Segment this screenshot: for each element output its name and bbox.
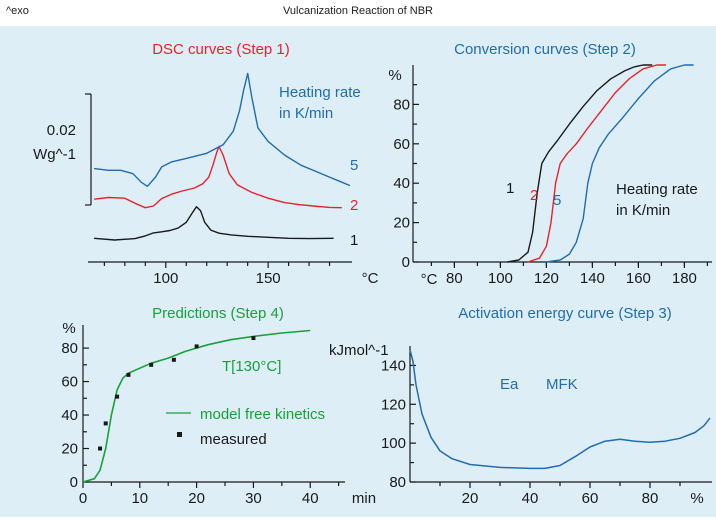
conv-y-tick-label: 80 xyxy=(393,96,410,113)
title-bar: ^exo Vulcanization Reaction of NBR xyxy=(0,0,716,22)
figure-title: Vulcanization Reaction of NBR xyxy=(282,5,433,17)
charts-canvas: DSC curves (Step 1)100 150 °C0.02Wg^-1Heat… xyxy=(33,41,712,507)
exo-label: ^exo xyxy=(6,5,29,17)
act-x-tick-label: 80 xyxy=(642,490,659,507)
dsc-x-label: °C xyxy=(362,270,379,287)
pred-measured-point xyxy=(171,357,176,362)
conv-series-5 xyxy=(546,64,694,263)
pred-y-tick-label: 80 xyxy=(61,340,78,357)
pred-model-curve xyxy=(82,329,311,483)
act-y-tick-label: 140 xyxy=(381,357,406,374)
pred-measured-point xyxy=(115,394,120,399)
conv-y-label: % xyxy=(388,67,401,84)
pred-x-label: min xyxy=(352,490,376,507)
dsc-x-tick-label: 100 xyxy=(153,270,178,287)
act-y-label: kJmol^-1 xyxy=(329,342,389,359)
conv-x-tick-label: 180 xyxy=(672,270,697,287)
dsc-x-tick-label: 150 xyxy=(256,270,281,287)
dsc-series-label: 2 xyxy=(350,197,358,214)
dsc-scale-value: 0.02 xyxy=(47,122,76,139)
conv-legend-unit: in K/min xyxy=(616,202,670,219)
pred-x-tick-label: 20 xyxy=(188,490,205,507)
conv-x-tick-label: 80 xyxy=(446,270,463,287)
act-ea-label: Ea xyxy=(500,376,519,393)
dsc-legend-unit: in K/min xyxy=(279,105,333,122)
pred-y-label: % xyxy=(62,320,75,337)
dsc-series-label: 1 xyxy=(350,232,358,249)
conv-y-tick-label: 20 xyxy=(393,215,410,232)
chart-panel: DSC curves (Step 1) 100 150 °C 0.02 Wg^-1 Heat… xyxy=(0,26,716,517)
dsc-series-label: 5 xyxy=(350,157,358,174)
pred-x-tick-label: 30 xyxy=(245,490,262,507)
conv-title: Conversion curves (Step 2) xyxy=(454,41,636,58)
conv-x-tick-label: 120 xyxy=(534,270,559,287)
act-title: Activation energy curve (Step 3) xyxy=(458,305,671,322)
pred-measured-point xyxy=(251,336,256,341)
dsc-series-5 xyxy=(94,72,351,187)
dsc-scale-unit: Wg^-1 xyxy=(33,146,76,163)
dsc-series-2 xyxy=(94,145,342,209)
conv-x-label: °C xyxy=(421,271,438,288)
pred-y-tick-label: 20 xyxy=(61,441,78,458)
pred-measured-point xyxy=(103,421,108,426)
act-x-tick-label: 60 xyxy=(582,490,599,507)
pred-legend-marker xyxy=(177,432,182,437)
conv-series-label: 5 xyxy=(553,192,561,209)
pred-measured-point xyxy=(194,344,199,349)
pred-title: Predictions (Step 4) xyxy=(152,305,284,322)
act-x-tick-label: 20 xyxy=(462,490,479,507)
pred-measured-point xyxy=(149,362,154,367)
conv-x-tick-label: 140 xyxy=(580,270,605,287)
conv-x-tick-label: 100 xyxy=(488,270,513,287)
pred-legend-model: model free kinetics xyxy=(200,406,325,423)
dsc-title: DSC curves (Step 1) xyxy=(152,41,290,58)
conv-y-tick-label: 60 xyxy=(393,136,410,153)
conv-series-label: 1 xyxy=(506,180,514,197)
conv-x-tick-label: 160 xyxy=(626,270,651,287)
pred-x-tick-label: 0 xyxy=(79,490,87,507)
pred-x-tick-label: 10 xyxy=(131,490,148,507)
conv-series-2 xyxy=(527,64,666,263)
conv-y-tick-label: 0 xyxy=(402,254,410,271)
pred-x-tick-label: 40 xyxy=(302,490,319,507)
pred-y-tick-label: 60 xyxy=(61,374,78,391)
act-x-label: % xyxy=(690,490,703,507)
pred-temperature-label: T[130°C] xyxy=(222,358,281,375)
act-mfk-label: MFK xyxy=(546,376,578,393)
act-energy-curve xyxy=(409,349,711,470)
conv-series-label: 2 xyxy=(530,187,538,204)
act-y-tick-label: 80 xyxy=(389,474,406,491)
act-x-tick-label: 40 xyxy=(522,490,539,507)
conv-y-tick-label: 40 xyxy=(393,175,410,192)
pred-y-tick-label: 0 xyxy=(70,474,78,491)
conv-series-1 xyxy=(507,64,653,263)
dsc-legend-title: Heating rate xyxy=(279,84,361,101)
act-y-tick-label: 120 xyxy=(381,396,406,413)
dsc-series-1 xyxy=(94,206,334,241)
pred-measured-point xyxy=(98,446,103,451)
act-y-tick-label: 100 xyxy=(381,435,406,452)
pred-measured-point xyxy=(126,372,131,377)
conv-legend-title: Heating rate xyxy=(616,181,698,198)
pred-legend-measured: measured xyxy=(200,431,267,448)
pred-y-tick-label: 40 xyxy=(61,407,78,424)
